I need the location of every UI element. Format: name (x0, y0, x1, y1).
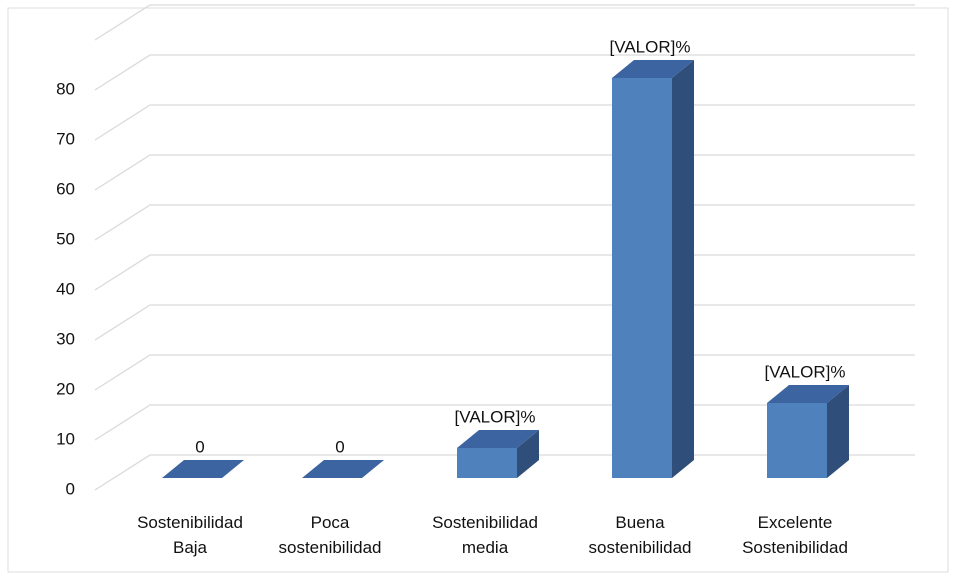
bar-front (612, 78, 672, 478)
y-tick-label: 0 (66, 479, 75, 498)
y-tick-label: 80 (56, 79, 75, 98)
value-label: [VALOR]% (765, 362, 846, 381)
grid-line (94, 304, 915, 341)
y-tick-label: 30 (56, 329, 75, 348)
y-tick-label: 60 (56, 179, 75, 198)
bar (612, 60, 694, 478)
grid-line (94, 104, 915, 141)
bar (767, 385, 849, 478)
grid-line (94, 204, 915, 241)
chart-border (7, 7, 949, 573)
y-tick-label: 10 (56, 429, 75, 448)
y-tick-label: 20 (56, 379, 75, 398)
bar-side (517, 430, 539, 478)
value-label: 0 (195, 437, 204, 456)
grid-line (94, 54, 915, 91)
bar-top (612, 60, 694, 78)
bar (302, 460, 384, 478)
value-label: [VALOR]% (610, 37, 691, 56)
bar-top (162, 460, 244, 478)
bar-top (302, 460, 384, 478)
grid-line (94, 254, 915, 291)
value-label: 0 (335, 437, 344, 456)
bar-side (827, 385, 849, 478)
x-tick-label: Sostenibilidad Baja (137, 513, 243, 557)
y-tick-label: 50 (56, 229, 75, 248)
bar (457, 430, 539, 478)
y-tick-label: 40 (56, 279, 75, 298)
grid-line (94, 154, 915, 191)
bar-top (457, 430, 539, 448)
x-tick-label: Buena sostenibilidad (588, 513, 692, 557)
x-tick-label: Excelente Sostenibilidad (742, 513, 848, 557)
bar-front (767, 403, 827, 478)
grid-line (94, 4, 915, 41)
bar (162, 460, 244, 478)
bar-side (672, 60, 694, 478)
value-label: [VALOR]% (455, 407, 536, 426)
x-tick-label: Sostenibilidad media (432, 513, 538, 557)
bar-top (767, 385, 849, 403)
x-tick-label: Poca sostenibilidad (278, 513, 382, 557)
bar-front (457, 448, 517, 478)
y-tick-label: 70 (56, 129, 75, 148)
